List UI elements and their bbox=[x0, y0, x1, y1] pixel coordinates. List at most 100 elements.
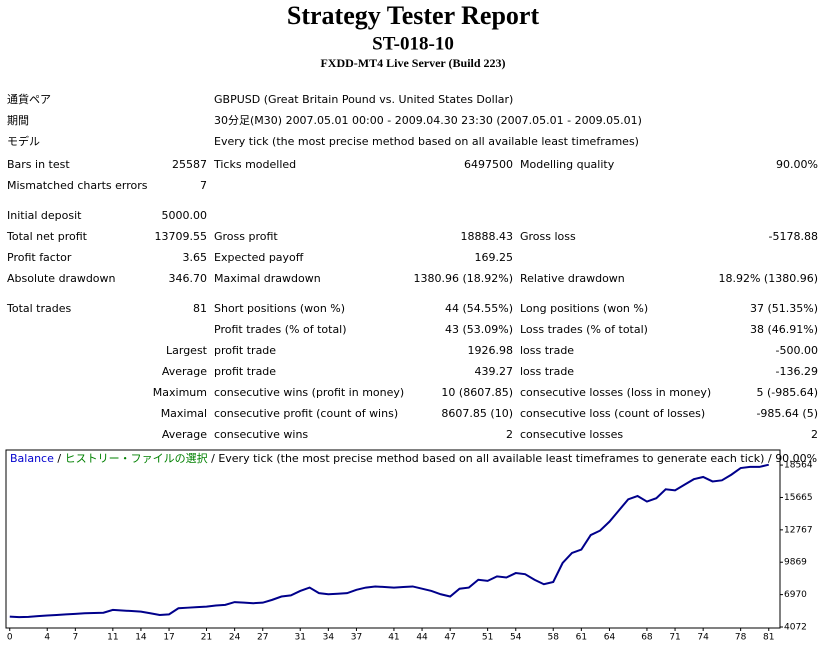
x-tick-label: 68 bbox=[641, 633, 653, 643]
table-cell: Mismatched charts errors bbox=[7, 179, 148, 192]
legend-separator: / bbox=[211, 452, 215, 465]
table-cell: 2 bbox=[811, 428, 818, 441]
table-cell: 169.25 bbox=[475, 251, 514, 264]
table-cell: Expected payoff bbox=[214, 251, 304, 264]
x-tick-label: 14 bbox=[135, 633, 147, 643]
table-cell: Initial deposit bbox=[7, 209, 82, 222]
table-cell: 43 (53.09%) bbox=[445, 323, 513, 336]
table-cell: Loss trades (% of total) bbox=[520, 323, 648, 336]
table-cell: 8607.85 (10) bbox=[441, 407, 513, 420]
x-tick-label: 44 bbox=[416, 633, 428, 643]
table-cell: 44 (54.55%) bbox=[445, 302, 513, 315]
table-cell: 1926.98 bbox=[468, 344, 514, 357]
x-tick-label: 27 bbox=[257, 633, 268, 643]
table-cell: 5 (-985.64) bbox=[756, 386, 818, 399]
legend-source: ヒストリー・ファイルの選択 bbox=[65, 451, 208, 465]
table-cell: 346.70 bbox=[169, 272, 208, 285]
table-cell: 37 (51.35%) bbox=[750, 302, 818, 315]
table-cell: 7 bbox=[200, 179, 207, 192]
table-cell: consecutive wins (profit in money) bbox=[214, 386, 404, 399]
table-cell: Bars in test bbox=[7, 158, 70, 171]
table-cell: 90.00% bbox=[776, 158, 818, 171]
table-cell: Long positions (won %) bbox=[520, 302, 648, 315]
table-cell: 439.27 bbox=[475, 365, 514, 378]
table-cell: 10 (8607.85) bbox=[441, 386, 513, 399]
table-cell: profit trade bbox=[214, 365, 276, 378]
table-cell: Modelling quality bbox=[520, 158, 615, 171]
legend-separator: / bbox=[57, 452, 61, 465]
table-cell: Total trades bbox=[6, 302, 72, 315]
table-cell: Average bbox=[162, 365, 207, 378]
x-tick-label: 64 bbox=[604, 633, 616, 643]
chart-legend: Balance / ヒストリー・ファイルの選択 / Every tick (th… bbox=[10, 451, 817, 465]
table-cell: 30分足(M30) 2007.05.01 00:00 - 2009.04.30 … bbox=[214, 114, 642, 127]
balance-line bbox=[9, 463, 769, 619]
table-cell: Ticks modelled bbox=[213, 158, 296, 171]
table-cell: profit trade bbox=[214, 344, 276, 357]
table-cell: 通貨ペア bbox=[7, 92, 51, 106]
table-cell: Every tick (the most precise method base… bbox=[214, 135, 639, 148]
table-cell: 13709.55 bbox=[155, 230, 208, 243]
x-tick-label: 37 bbox=[351, 633, 362, 643]
table-cell: Relative drawdown bbox=[520, 272, 625, 285]
table-cell: -5178.88 bbox=[769, 230, 818, 243]
y-tick-label: 4072 bbox=[784, 622, 807, 632]
x-tick-label: 21 bbox=[201, 633, 212, 643]
table-cell: 3.65 bbox=[183, 251, 208, 264]
table-cell: Average bbox=[162, 428, 207, 441]
table-cell: Maximal drawdown bbox=[214, 272, 321, 285]
x-tick-label: 4 bbox=[44, 633, 50, 643]
table-cell: Total net profit bbox=[6, 230, 88, 243]
legend-separator: / bbox=[768, 452, 772, 465]
report-title: Strategy Tester Report bbox=[287, 1, 540, 30]
y-tick-label: 18564 bbox=[784, 461, 813, 471]
table-cell: Gross loss bbox=[520, 230, 576, 243]
table-cell: 18888.43 bbox=[461, 230, 514, 243]
x-tick-label: 0 bbox=[7, 633, 13, 643]
table-cell: Short positions (won %) bbox=[214, 302, 345, 315]
table-cell: consecutive losses (loss in money) bbox=[520, 386, 711, 399]
table-cell: Maximum bbox=[153, 386, 207, 399]
x-tick-label: 61 bbox=[576, 633, 587, 643]
x-tick-label: 7 bbox=[72, 633, 78, 643]
table-cell: 38 (46.91%) bbox=[750, 323, 818, 336]
x-tick-label: 81 bbox=[763, 633, 774, 643]
table-cell: -136.29 bbox=[776, 365, 818, 378]
table-cell: loss trade bbox=[520, 344, 574, 357]
x-tick-label: 47 bbox=[444, 633, 455, 643]
legend-model: Every tick (the most precise method base… bbox=[218, 452, 764, 465]
legend-series: Balance bbox=[10, 452, 54, 465]
table-cell: consecutive losses bbox=[520, 428, 623, 441]
table-cell: Maximal bbox=[161, 407, 207, 420]
x-tick-label: 31 bbox=[295, 633, 306, 643]
table-cell: consecutive profit (count of wins) bbox=[214, 407, 398, 420]
x-tick-label: 51 bbox=[482, 633, 493, 643]
table-cell: 81 bbox=[193, 302, 207, 315]
table-cell: モデル bbox=[7, 134, 40, 148]
server-name: FXDD-MT4 Live Server (Build 223) bbox=[320, 56, 505, 70]
table-cell: 5000.00 bbox=[162, 209, 208, 222]
x-tick-label: 41 bbox=[388, 633, 399, 643]
chart-frame bbox=[5, 449, 781, 629]
x-tick-label: 24 bbox=[229, 633, 241, 643]
x-tick-label: 78 bbox=[735, 633, 747, 643]
table-cell: Largest bbox=[166, 344, 208, 357]
x-tick-label: 58 bbox=[548, 633, 560, 643]
table-cell: 6497500 bbox=[464, 158, 513, 171]
table-cell: Profit trades (% of total) bbox=[214, 323, 347, 336]
x-tick-label: 17 bbox=[163, 633, 174, 643]
legend-quality: 90.00% bbox=[775, 452, 817, 465]
report-subtitle: ST-018-10 bbox=[372, 33, 454, 54]
table-cell: GBPUSD (Great Britain Pound vs. United S… bbox=[214, 93, 513, 106]
x-tick-label: 34 bbox=[323, 633, 335, 643]
table-cell: Gross profit bbox=[214, 230, 278, 243]
table-cell: loss trade bbox=[520, 365, 574, 378]
table-cell: -985.64 (5) bbox=[756, 407, 818, 420]
x-tick-label: 71 bbox=[669, 633, 680, 643]
y-tick-label: 15665 bbox=[784, 493, 813, 503]
y-tick-label: 12767 bbox=[784, 525, 813, 535]
x-tick-label: 11 bbox=[107, 633, 118, 643]
x-tick-label: 74 bbox=[697, 633, 709, 643]
table-cell: consecutive loss (count of losses) bbox=[520, 407, 705, 420]
